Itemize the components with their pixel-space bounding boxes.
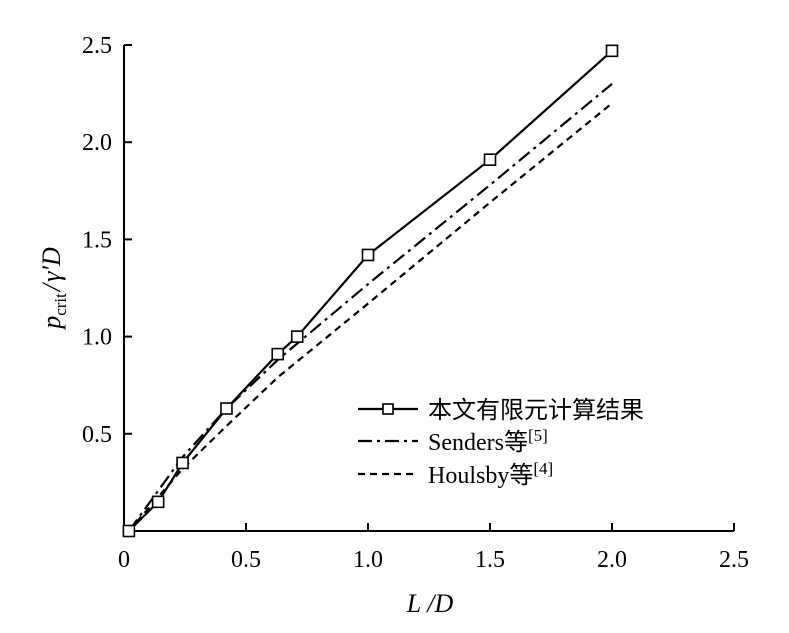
legend-label-fem: 本文有限元计算结果 xyxy=(428,397,644,424)
legend: 本文有限元计算结果 Senders等[5] Houlsby等[4] xyxy=(358,397,644,489)
legend-senders-ref: [5] xyxy=(528,426,548,445)
x-tick-label-2: 1.0 xyxy=(353,547,383,573)
series-0-point-7 xyxy=(483,153,497,166)
legend-square-marker xyxy=(382,403,394,415)
legend-item-houlsby: Houlsby等[4] xyxy=(358,459,553,489)
x-tick-label-3: 1.5 xyxy=(475,547,505,573)
series-0-point-1 xyxy=(151,495,165,509)
series-0-point-6 xyxy=(361,248,375,262)
x-tick-label-0: 0 xyxy=(118,547,130,573)
legend-label-houlsby: Houlsby等[4] xyxy=(428,459,553,489)
ticks xyxy=(123,44,735,531)
y-tick-label-4: 2.5 xyxy=(82,33,112,59)
legend-houlsby-ref: [4] xyxy=(533,459,553,478)
y-tick-label-3: 2.0 xyxy=(82,130,112,156)
series-layer xyxy=(122,44,619,538)
y-tick-label-0: 0.5 xyxy=(82,422,112,448)
x-axis-title: L/D xyxy=(406,589,454,618)
series-0-point-8 xyxy=(605,44,619,58)
series-0-point-4 xyxy=(271,347,285,361)
y-axis-title: pcrit/γ′D xyxy=(37,247,70,331)
series-0-point-3 xyxy=(220,402,233,415)
series-0-point-0 xyxy=(122,524,136,538)
x-tick-label-5: 2.5 xyxy=(719,547,749,573)
series-0-point-2 xyxy=(176,456,189,470)
x-tick-label-4: 2.0 xyxy=(597,547,627,573)
axes xyxy=(123,45,734,532)
x-tick-label-1: 0.5 xyxy=(231,547,261,573)
legend-senders-name: Senders等 xyxy=(428,429,528,456)
legend-item-fem: 本文有限元计算结果 xyxy=(358,397,644,424)
series-0-point-5 xyxy=(290,330,304,343)
legend-item-senders: Senders等[5] xyxy=(358,426,548,456)
y-tick-label-2: 1.5 xyxy=(82,227,112,253)
legend-houlsby-name: Houlsby等 xyxy=(428,462,533,489)
tick-labels: 0 0.5 1.0 1.5 2.0 2.5 0.5 1.0 1.5 2.0 2.5 xyxy=(82,33,749,573)
y-tick-label-1: 1.0 xyxy=(82,325,112,351)
legend-label-senders: Senders等[5] xyxy=(428,426,548,456)
